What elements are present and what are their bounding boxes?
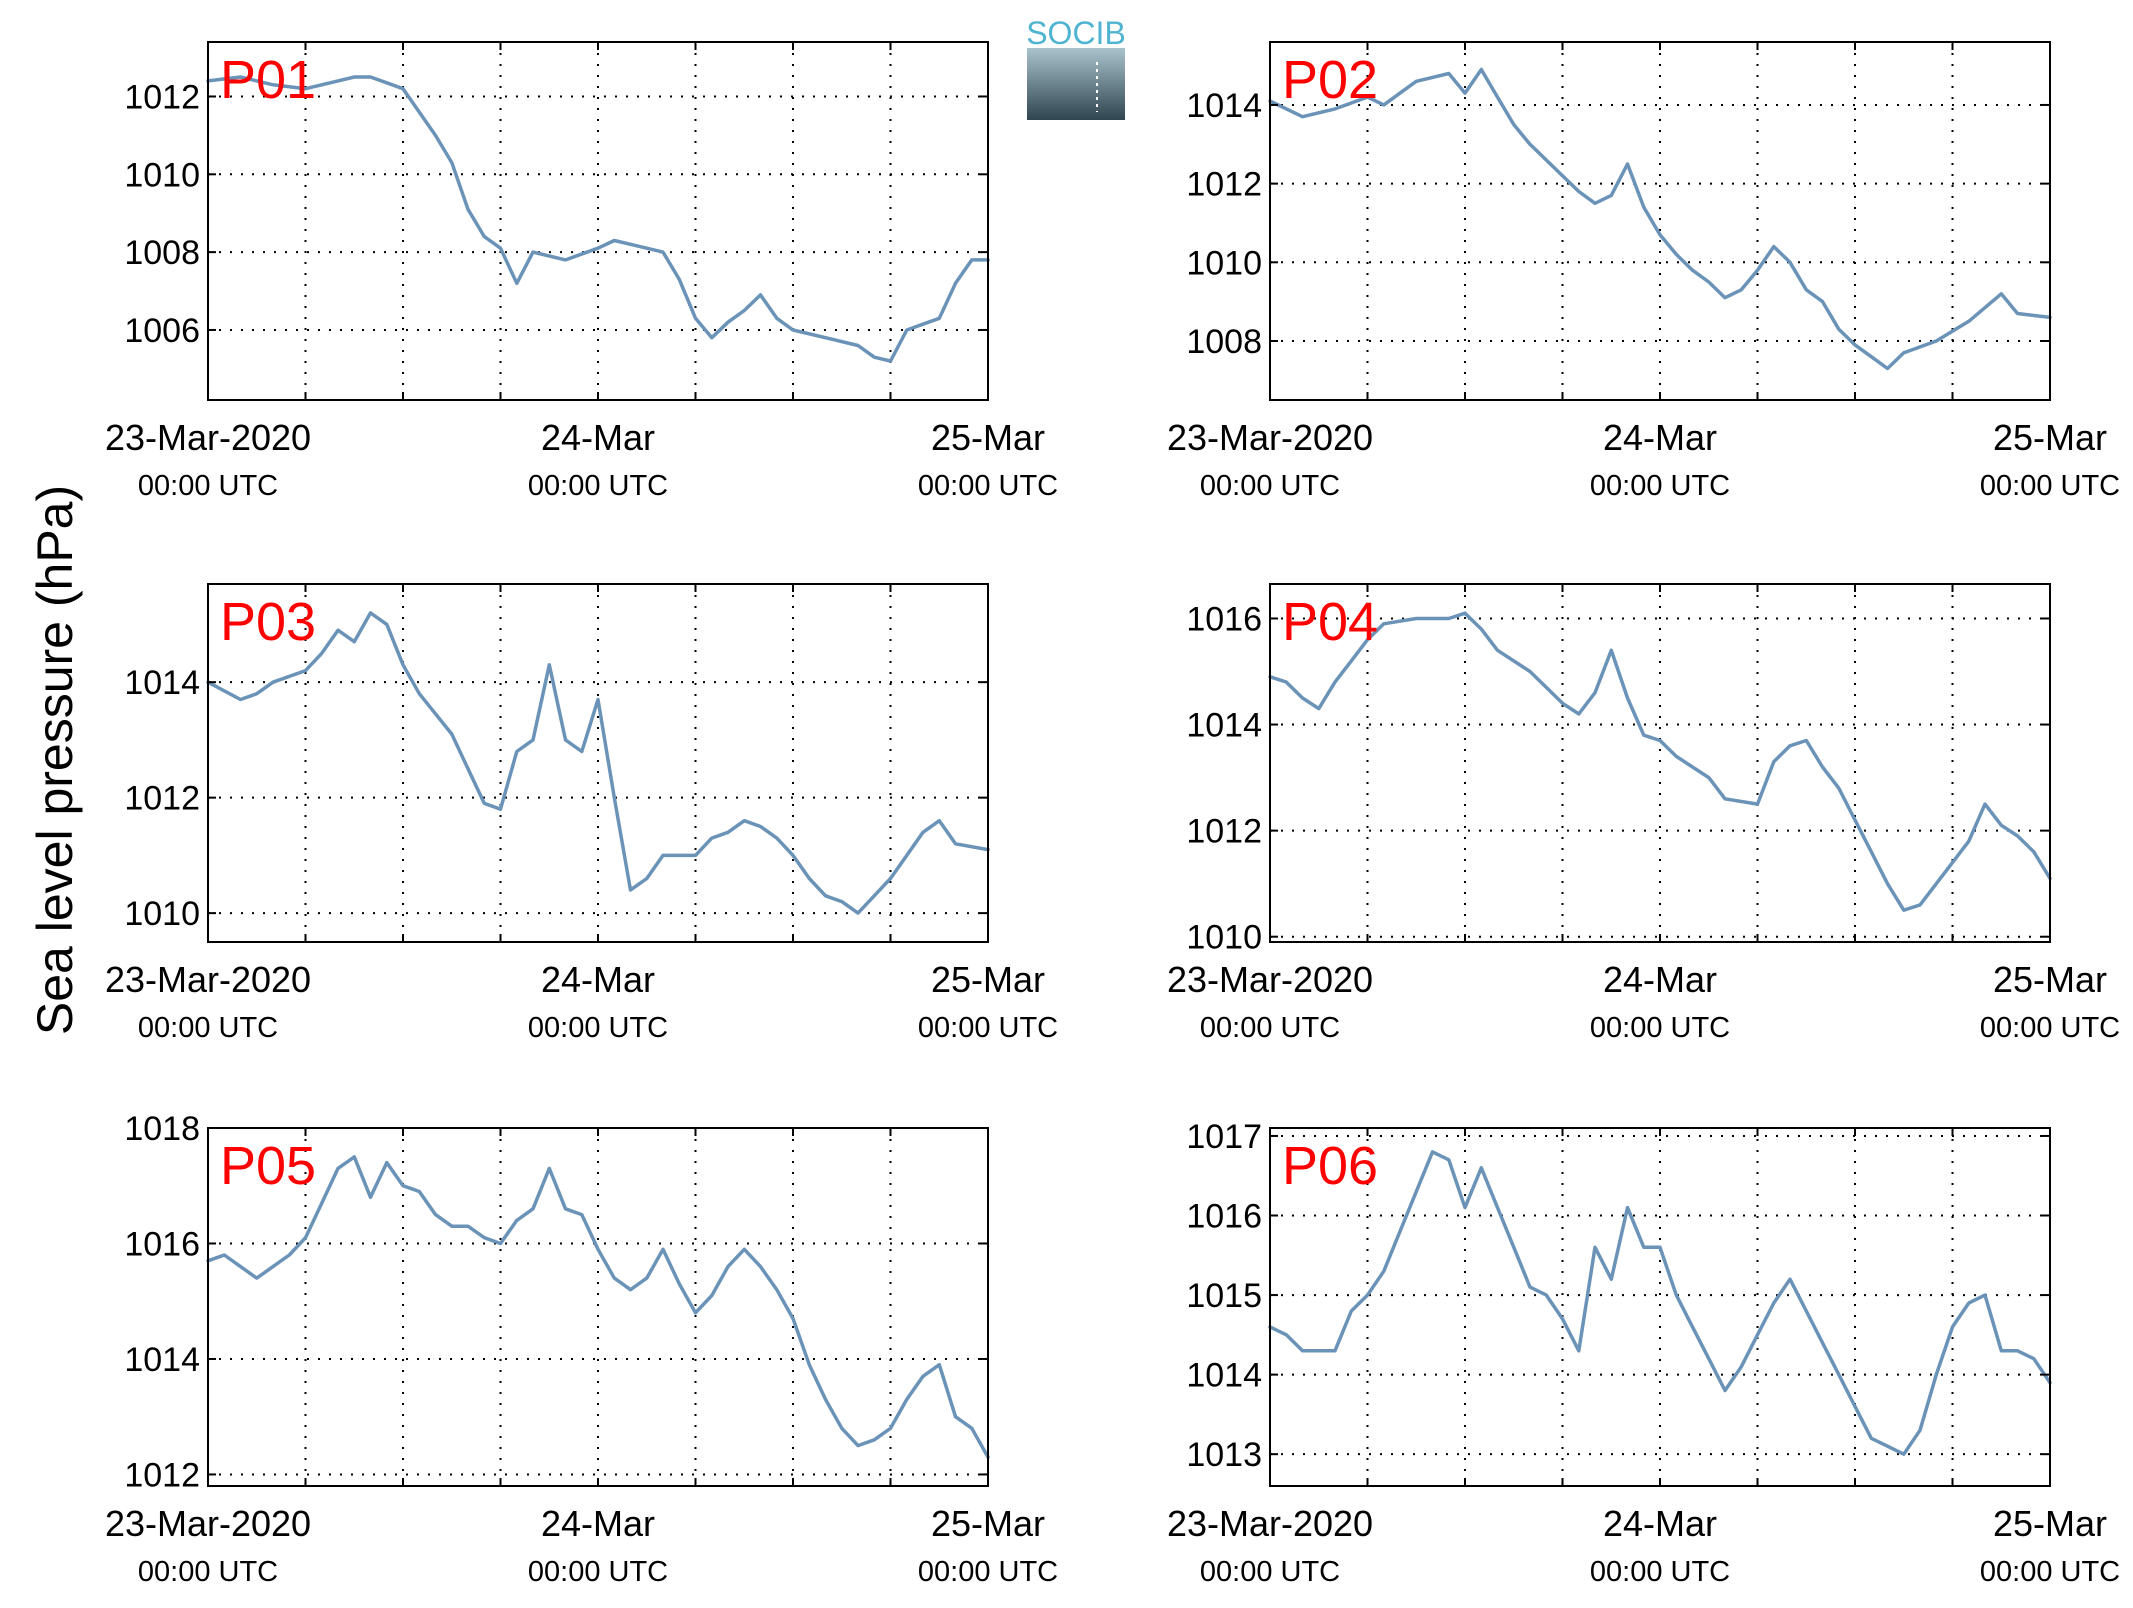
y-tick-label: 1010 — [1186, 919, 1262, 957]
x-tick-label: 23-Mar-2020 — [1167, 417, 1373, 458]
x-tick-sublabel: 00:00 UTC — [1980, 1556, 2120, 1588]
series-line-p05 — [206, 1155, 990, 1459]
y-axis-label: Sea level pressure (hPa) — [27, 485, 83, 1035]
panel-p02: 1008 1010 1012 1014 23-Mar-2020 00:00 UTC 24-M… — [1167, 41, 2120, 502]
y-tick-label: 1018 — [124, 1110, 200, 1148]
panel-label: P01 — [220, 50, 316, 110]
y-tick-label: 1012 — [124, 78, 200, 116]
panel-p06: 1013 1014 1015 1016 1017 23-Mar-2020 00:00 UTC… — [1167, 1118, 2120, 1588]
x-tick-label: 23-Mar-2020 — [1167, 1503, 1373, 1544]
x-tick-sublabel: 00:00 UTC — [918, 470, 1058, 502]
x-tick-label: 23-Mar-2020 — [105, 417, 311, 458]
plot-frame — [207, 1127, 989, 1487]
y-tick-label: 1013 — [1186, 1436, 1262, 1474]
y-tick-label: 1014 — [1186, 707, 1262, 745]
x-tick-label: 23-Mar-2020 — [1167, 959, 1373, 1000]
panel-p05: 1012 1014 1016 1018 23-Mar-2020 00:00 UTC 24-M… — [105, 1110, 1058, 1588]
panel-label: P03 — [220, 592, 316, 652]
plot-frame — [207, 583, 989, 943]
y-tick-label: 1014 — [124, 664, 200, 702]
x-tick-label: 24-Mar — [541, 1503, 655, 1544]
x-tick-label: 25-Mar — [1993, 959, 2107, 1000]
panel-p03: 1010 1012 1014 23-Mar-2020 00:00 UTC 24-Mar 00… — [105, 583, 1058, 1044]
panel-label: P04 — [1282, 592, 1378, 652]
panel-label: P06 — [1282, 1136, 1378, 1196]
y-tick-label: 1017 — [1186, 1118, 1262, 1156]
y-tick-label: 1015 — [1186, 1277, 1262, 1315]
chart-panels: 1006 1008 1010 1012 23-Mar-2020 00:00 UTC 24-M… — [105, 41, 2120, 1588]
panel-p01: 1006 1008 1010 1012 23-Mar-2020 00:00 UTC 24-M… — [105, 41, 1058, 502]
logo-wave-block — [1027, 48, 1125, 120]
series-line-p01 — [206, 75, 990, 363]
x-tick-sublabel: 00:00 UTC — [1590, 1012, 1730, 1044]
x-tick-sublabel: 00:00 UTC — [138, 470, 278, 502]
panel-p04: 1010 1012 1014 1016 23-Mar-2020 00:00 UTC 24-M… — [1167, 583, 2120, 1044]
series-line-p03 — [206, 611, 990, 915]
x-tick-sublabel: 00:00 UTC — [918, 1556, 1058, 1588]
y-tick-label: 1012 — [124, 780, 200, 818]
y-tick-label: 1016 — [1186, 1198, 1262, 1236]
y-tick-label: 1010 — [124, 156, 200, 194]
y-tick-label: 1016 — [124, 1225, 200, 1263]
series-line-p04 — [1268, 611, 2052, 912]
x-tick-sublabel: 00:00 UTC — [138, 1012, 278, 1044]
x-tick-sublabel: 00:00 UTC — [1200, 1012, 1340, 1044]
x-tick-sublabel: 00:00 UTC — [1980, 1012, 2120, 1044]
y-tick-label: 1008 — [124, 234, 200, 272]
x-tick-sublabel: 00:00 UTC — [528, 1556, 668, 1588]
x-tick-label: 24-Mar — [1603, 959, 1717, 1000]
x-tick-label: 24-Mar — [541, 959, 655, 1000]
x-tick-label: 25-Mar — [931, 1503, 1045, 1544]
x-tick-label: 23-Mar-2020 — [105, 1503, 311, 1544]
x-tick-label: 25-Mar — [1993, 1503, 2107, 1544]
panel-label: P02 — [1282, 50, 1378, 110]
x-tick-sublabel: 00:00 UTC — [528, 1012, 668, 1044]
y-tick-label: 1012 — [124, 1456, 200, 1494]
x-tick-sublabel: 00:00 UTC — [1200, 470, 1340, 502]
y-tick-label: 1010 — [1186, 244, 1262, 282]
y-tick-label: 1016 — [1186, 600, 1262, 638]
y-tick-label: 1014 — [1186, 1357, 1262, 1395]
y-tick-label: 1008 — [1186, 323, 1262, 361]
x-tick-label: 24-Mar — [541, 417, 655, 458]
x-tick-sublabel: 00:00 UTC — [528, 470, 668, 502]
plot-frame — [207, 41, 989, 401]
x-tick-sublabel: 00:00 UTC — [1590, 470, 1730, 502]
logo-text: SOCIB — [1026, 15, 1126, 51]
x-tick-label: 25-Mar — [1993, 417, 2107, 458]
panel-label: P05 — [220, 1136, 316, 1196]
y-tick-label: 1014 — [124, 1341, 200, 1379]
y-tick-label: 1012 — [1186, 166, 1262, 204]
x-tick-sublabel: 00:00 UTC — [1980, 470, 2120, 502]
x-tick-label: 25-Mar — [931, 417, 1045, 458]
x-tick-sublabel: 00:00 UTC — [1200, 1556, 1340, 1588]
x-tick-label: 24-Mar — [1603, 417, 1717, 458]
socib-logo: SOCIB — [1026, 15, 1126, 120]
x-tick-sublabel: 00:00 UTC — [918, 1012, 1058, 1044]
plot-frame — [1269, 1127, 2051, 1487]
x-tick-label: 23-Mar-2020 — [105, 959, 311, 1000]
y-tick-label: 1012 — [1186, 813, 1262, 851]
plot-frame — [1269, 41, 2051, 401]
y-tick-label: 1006 — [124, 312, 200, 350]
y-tick-label: 1014 — [1186, 87, 1262, 125]
series-line-p06 — [1268, 1150, 2052, 1456]
y-tick-label: 1010 — [124, 895, 200, 933]
x-tick-label: 25-Mar — [931, 959, 1045, 1000]
x-tick-label: 24-Mar — [1603, 1503, 1717, 1544]
x-tick-sublabel: 00:00 UTC — [1590, 1556, 1730, 1588]
series-line-p02 — [1268, 67, 2052, 371]
x-tick-sublabel: 00:00 UTC — [138, 1556, 278, 1588]
